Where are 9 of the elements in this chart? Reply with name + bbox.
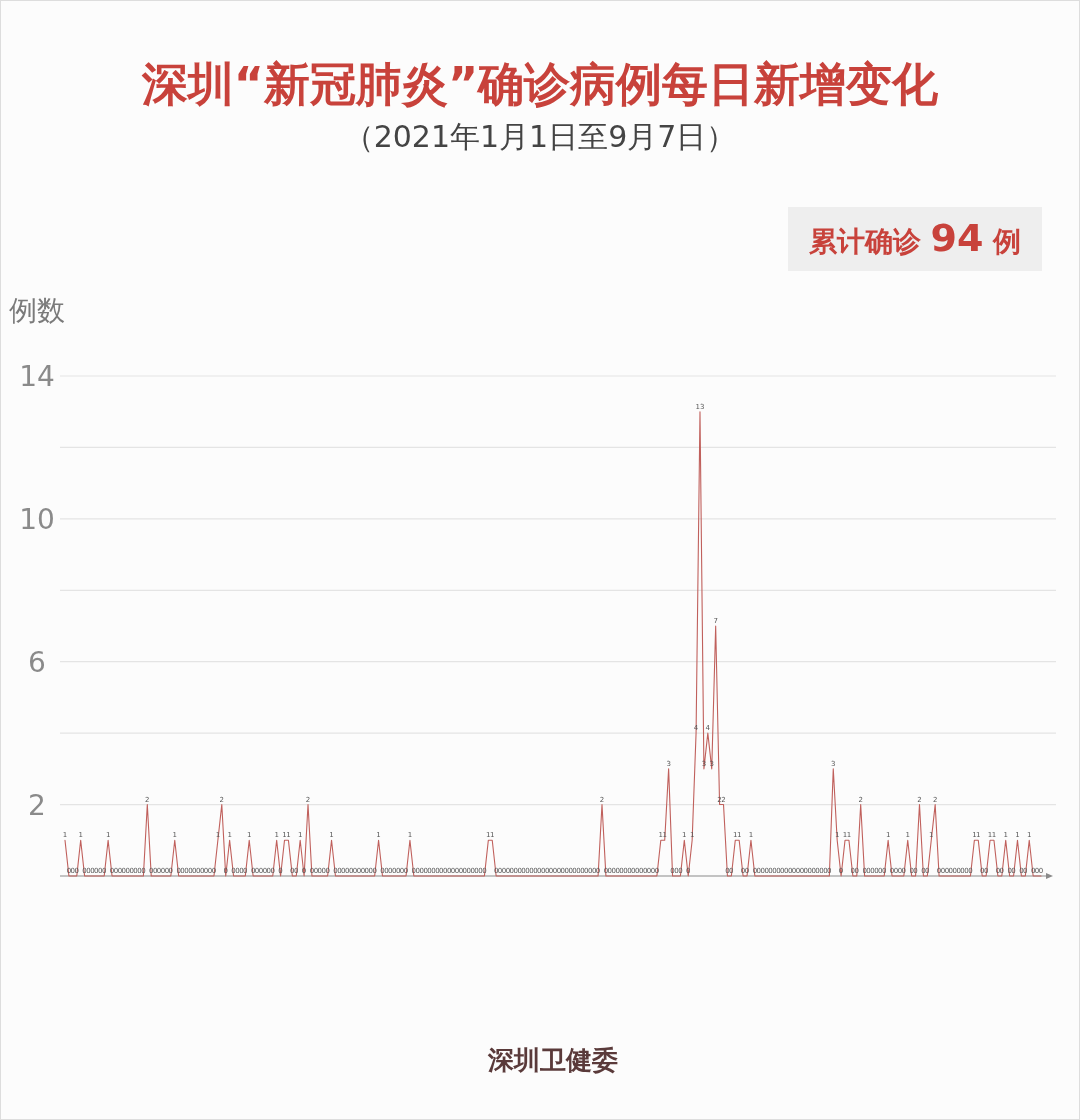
subtitle: （2021年1月1日至9月7日） xyxy=(343,119,737,154)
ytick: 14 xyxy=(19,360,55,393)
ylabel: 例数 xyxy=(9,294,65,327)
total-card: 累计确诊 94 例 xyxy=(788,207,1042,271)
ytick: 6 xyxy=(28,645,46,679)
source: 深圳卫健委 xyxy=(488,1045,618,1075)
ytick: 2 xyxy=(28,788,46,822)
title: 深圳“新冠肺炎”确诊病例每日新增变化 xyxy=(141,57,939,111)
ytick: 10 xyxy=(19,502,55,536)
